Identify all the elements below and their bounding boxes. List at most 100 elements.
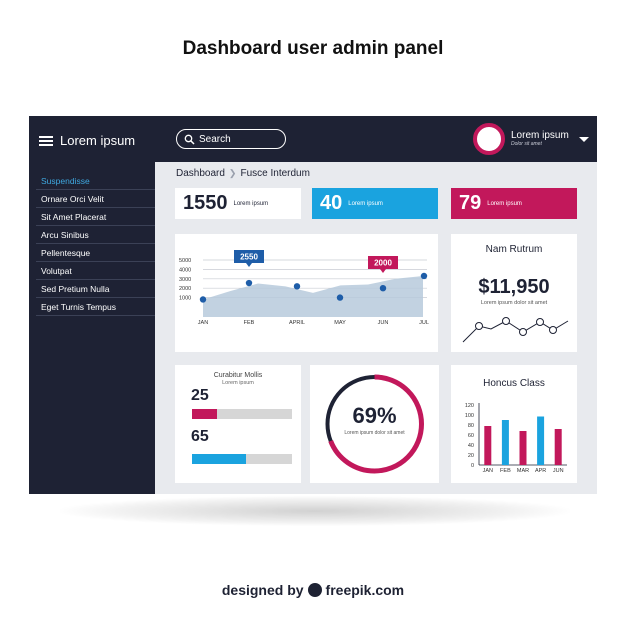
footer-prefix: designed by <box>221 582 304 598</box>
stat-label: Lorem ipsum <box>348 200 383 207</box>
y-tick-label: 3000 <box>179 277 191 283</box>
data-point[interactable] <box>336 294 344 301</box>
chevron-right-icon: ❯ <box>228 168 237 178</box>
callout-2550-pointer <box>246 263 252 267</box>
bar-chart-card: Honcus Class 120 100 80 60 40 20 0 JAN FEB MAR APR J… <box>451 365 577 483</box>
x-tick-label: MAR <box>517 468 529 474</box>
footer: designed by freepik.com <box>0 582 626 598</box>
progress-fill-2 <box>192 454 246 464</box>
stat-label: Lorem ipsum <box>487 200 522 207</box>
bar[interactable] <box>519 431 527 465</box>
page-title: Dashboard user admin panel <box>182 38 444 59</box>
user-name: Lorem ipsum <box>511 130 569 142</box>
money-subtitle: Lorem ipsum dolor sit amet <box>480 300 548 306</box>
x-tick-label: MAY <box>334 320 346 326</box>
y-tick-label: 4000 <box>179 267 191 273</box>
callout-2550: 2550 <box>240 253 258 262</box>
user-subtitle: Dolor sit amet <box>511 140 542 147</box>
bar[interactable] <box>537 416 545 466</box>
donut-progress-arc <box>325 374 424 474</box>
y-tick-label: 20 <box>468 453 474 459</box>
x-tick-label: JUN <box>378 320 389 326</box>
donut-value: 69% <box>352 403 397 428</box>
sidebar-item[interactable]: Sed Pretium Nulla <box>36 280 155 298</box>
avatar[interactable] <box>473 123 505 155</box>
brand-label: Lorem ipsum <box>60 133 136 148</box>
stat-value: 1550 <box>183 192 228 214</box>
sidebar: Suspendisse Ornare Orci Velit Sit Amet Pla… <box>29 162 155 494</box>
line-chart: 5000 4000 3000 2000 1000 JAN FEB APRIL MAY JUN JUL… <box>179 250 429 326</box>
freepik-logo-icon <box>307 583 322 597</box>
y-tick-label: 0 <box>471 463 474 469</box>
progress-bar-1 <box>192 409 292 419</box>
sidebar-menu: Suspendisse Ornare Orci Velit Sit Amet Pla… <box>36 172 155 316</box>
bar[interactable] <box>484 426 492 465</box>
stat-label: Lorem ipsum <box>233 200 269 207</box>
y-tick-label: 80 <box>468 423 474 429</box>
breadcrumb: Dashboard ❯ Fusce Interdum <box>176 168 310 179</box>
search-placeholder: Search <box>199 133 231 145</box>
sidebar-item[interactable]: Volutpat <box>36 262 155 280</box>
callout-2550-box <box>234 250 264 263</box>
bar[interactable] <box>501 420 509 465</box>
sidebar-item[interactable]: Suspendisse <box>36 172 155 190</box>
breadcrumb-root[interactable]: Dashboard <box>176 168 225 179</box>
admin-panel: Lorem ipsum Search Lorem ipsum Dolor sit… <box>29 116 597 494</box>
progress-bar-2 <box>192 454 292 464</box>
x-tick-label: JUN <box>553 468 564 474</box>
stat-card-79[interactable]: 79 Lorem ipsum <box>451 188 577 219</box>
x-tick-label: FEB <box>500 468 511 474</box>
area-fill <box>203 275 423 317</box>
sidebar-item[interactable]: Ornare Orci Velit <box>36 190 155 208</box>
stat-card-1550[interactable]: 1550 Lorem ipsum <box>175 188 301 219</box>
callout-2000-pointer <box>380 269 386 273</box>
y-tick-label: 1000 <box>179 296 191 302</box>
bar[interactable] <box>554 429 562 465</box>
x-tick-label: JAN <box>198 320 208 326</box>
breadcrumb-current: Fusce Interdum <box>240 168 310 179</box>
data-point[interactable] <box>245 279 253 287</box>
y-tick-label: 40 <box>468 443 474 449</box>
chevron-down-icon[interactable] <box>578 136 589 142</box>
x-tick-label: APR <box>535 468 546 474</box>
data-point[interactable] <box>379 285 387 292</box>
data-point[interactable] <box>199 296 207 303</box>
money-card-title: Nam Rutrum <box>485 244 543 255</box>
user-menu[interactable]: Lorem ipsum Dolor sit amet <box>473 123 589 155</box>
data-point[interactable] <box>420 272 428 280</box>
sidebar-item[interactable]: Pellentesque <box>36 244 155 262</box>
panel-shadow <box>60 496 570 526</box>
footer-brand[interactable]: freepik.com <box>325 582 405 598</box>
search-input[interactable]: Search <box>176 129 286 149</box>
progress-card-subtitle: Lorem ipsum <box>222 380 254 386</box>
sparkline <box>462 317 569 343</box>
sidebar-item[interactable]: Arcu Sinibus <box>36 226 155 244</box>
sidebar-item[interactable]: Eget Turnis Tempus <box>36 298 155 316</box>
brand: Lorem ipsum <box>39 133 135 148</box>
hamburger-icon[interactable] <box>39 135 53 146</box>
y-tick-label: 120 <box>465 403 474 409</box>
x-tick-label: JUL <box>419 320 429 326</box>
donut-subtitle: Lorem ipsum dolor sit amet <box>344 430 405 436</box>
progress-fill-1 <box>192 409 217 419</box>
y-tick-label: 2000 <box>179 286 191 292</box>
data-point[interactable] <box>293 283 301 290</box>
search-icon <box>184 134 195 145</box>
x-tick-label: FEB <box>244 320 255 326</box>
stat-value: 40 <box>320 192 343 214</box>
progress-card: Curabitur Mollis Lorem ipsum 25 65 <box>175 365 301 483</box>
line-chart-card: 5000 4000 3000 2000 1000 JAN FEB APRIL MAY JUN JUL… <box>175 234 438 352</box>
donut-chart <box>325 374 424 474</box>
callout-2000: 2000 <box>374 259 392 268</box>
bar-chart-title: Honcus Class <box>483 378 545 389</box>
progress-card-title: Curabitur Mollis <box>213 372 263 379</box>
y-tick-label: 60 <box>468 433 474 439</box>
x-tick-label: APRIL <box>289 320 305 326</box>
y-tick-label: 100 <box>465 413 474 419</box>
bar-chart: Honcus Class 120 100 80 60 40 20 0 JAN FEB MAR APR J… <box>465 378 567 474</box>
progress-value-1: 25 <box>191 387 209 404</box>
stat-card-40[interactable]: 40 Lorem ipsum <box>312 188 438 219</box>
y-tick-label: 5000 <box>179 258 191 264</box>
progress-value-2: 65 <box>191 428 209 445</box>
sidebar-item[interactable]: Sit Amet Placerat <box>36 208 155 226</box>
